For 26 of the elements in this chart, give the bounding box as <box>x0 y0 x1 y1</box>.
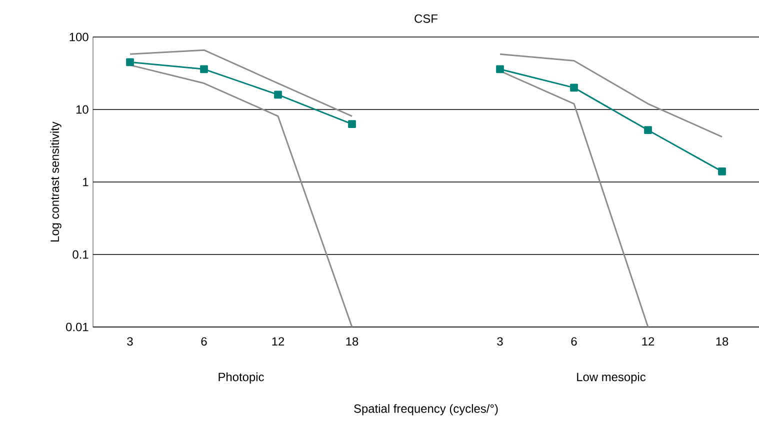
x-tick-label: 18 <box>346 337 358 346</box>
text: Low mesopic <box>577 372 646 384</box>
y-tick-label: 100 <box>70 32 88 42</box>
x-tick-label: 12 <box>642 337 654 346</box>
point <box>274 90 282 99</box>
point <box>570 84 578 92</box>
x-tick-label: 3 <box>497 337 503 346</box>
y-tick-label: 0.1 <box>72 250 88 259</box>
point <box>126 58 134 66</box>
text: Photopic <box>218 372 264 384</box>
x-tick-label: 12 <box>272 337 284 346</box>
point <box>496 65 504 74</box>
y-axis-title: Log contrast sensitivity <box>50 122 62 242</box>
x-tick-label: 6 <box>201 337 207 346</box>
chart-title: CSF <box>414 14 438 23</box>
x-axis-title: Spatial frequency (cycles/°) <box>354 404 498 416</box>
point <box>644 126 652 134</box>
y-tick-label: 1 <box>83 178 88 186</box>
x-tick-label: 6 <box>571 337 577 346</box>
point <box>348 120 356 128</box>
x-tick-label: 18 <box>716 337 728 346</box>
point <box>718 167 726 176</box>
y-tick-label: 0.01 <box>66 322 88 332</box>
point <box>200 65 208 74</box>
y-tick-label: 10 <box>76 105 88 114</box>
x-tick-label: 3 <box>127 337 133 346</box>
